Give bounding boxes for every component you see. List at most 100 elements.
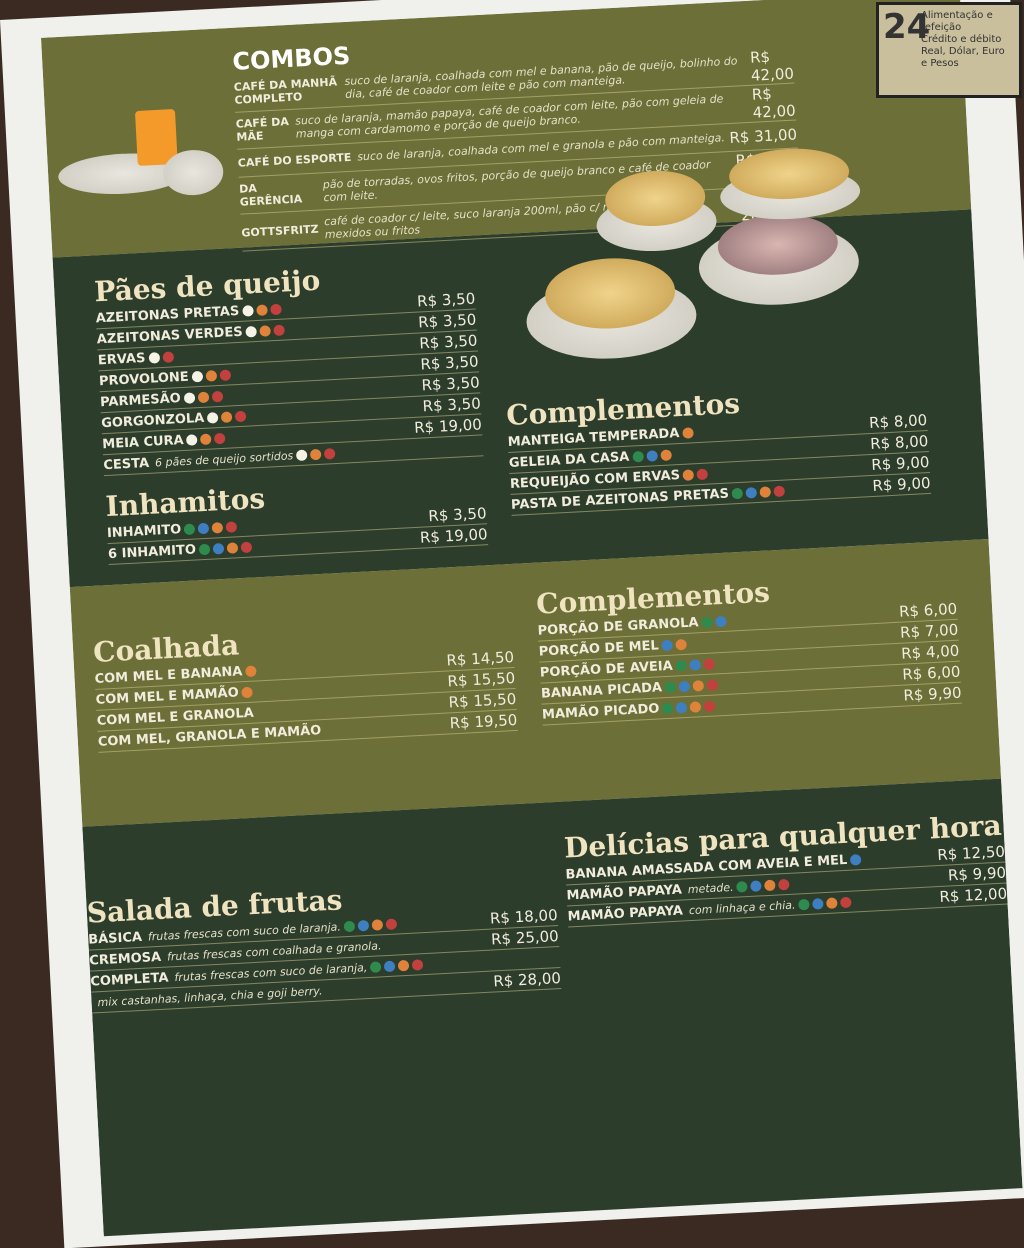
green-dietary-dot-icon: [664, 681, 677, 693]
blue-dietary-dot-icon: [384, 960, 396, 972]
item-price: R$ 3,50: [417, 310, 477, 332]
red-dietary-dot-icon: [411, 958, 424, 971]
item-price: R$ 3,50: [418, 331, 478, 353]
item-name: MAMÃO PICADO: [541, 700, 660, 723]
red-dietary-dot-icon: [214, 432, 226, 444]
red-dietary-dot-icon: [269, 303, 282, 315]
item-price: R$ 15,50: [447, 668, 516, 691]
blue-dietary-dot-icon: [750, 879, 762, 892]
item-description: metade.: [687, 880, 734, 896]
item-price: R$ 8,00: [868, 411, 928, 433]
blue-dietary-dot-icon: [357, 919, 370, 932]
item-name: COMPLETA: [90, 970, 169, 990]
white-dietary-dot-icon: [191, 370, 203, 382]
red-dietary-dot-icon: [703, 657, 715, 670]
item-price: R$ 15,50: [448, 689, 517, 712]
red-dietary-dot-icon: [696, 468, 709, 480]
red-dietary-dot-icon: [219, 368, 231, 381]
item-name: PROVOLONE: [98, 369, 190, 389]
red-dietary-dot-icon: [773, 485, 786, 497]
orange-dietary-dot-icon: [255, 303, 268, 316]
item-name: BANANA PICADA: [540, 679, 663, 702]
blue-dietary-dot-icon: [678, 680, 691, 692]
item-name: CESTA: [103, 455, 150, 473]
green-dietary-dot-icon: [798, 898, 810, 910]
item-price: R$ 8,00: [869, 432, 929, 454]
orange-dietary-dot-icon: [371, 918, 384, 931]
card-line: Real, Dólar, Euro e Pesos: [921, 46, 1005, 69]
orange-dietary-dot-icon: [675, 638, 687, 650]
item-price: R$ 19,00: [413, 415, 483, 437]
orange-dietary-dot-icon: [682, 468, 695, 481]
item-price: R$ 3,50: [427, 504, 487, 526]
item-price: R$ 6,00: [901, 662, 961, 684]
red-dietary-dot-icon: [273, 324, 285, 336]
coalhada-section: Coalhada COM MEL E BANANA R$ 14,50 COM MEL…: [92, 614, 518, 753]
item-name: DA GERÊNCIA: [238, 181, 303, 209]
green-dietary-dot-icon: [662, 702, 674, 714]
red-dietary-dot-icon: [778, 878, 790, 890]
blue-dietary-dot-icon: [689, 658, 701, 671]
item-price: R$ 9,90: [902, 683, 962, 705]
white-dietary-dot-icon: [186, 433, 198, 446]
item-price: R$ 3,50: [416, 289, 476, 311]
item-name: GELEIA DA CASA: [508, 449, 630, 471]
combos-section: COMBOS CAFÉ DA MANHÃ COMPLETO suco de lar…: [232, 19, 802, 252]
item-name: CAFÉ DO ESPORTE: [237, 150, 352, 170]
blue-dietary-dot-icon: [197, 522, 210, 534]
red-dietary-dot-icon: [162, 350, 174, 363]
item-price: R$ 42,00: [751, 84, 797, 122]
item-name: CREMOSA: [88, 949, 162, 969]
menu-page: COMBOS CAFÉ DA MANHÃ COMPLETO suco de lar…: [40, 0, 1023, 1237]
green-dietary-dot-icon: [631, 450, 644, 463]
green-dietary-dot-icon: [370, 960, 382, 973]
item-name: MEIA CURA: [101, 432, 185, 452]
orange-dietary-dot-icon: [259, 324, 271, 337]
blue-dietary-dot-icon: [645, 449, 658, 462]
complementos-section-2: Complementos PORÇÃO DE GRANOLA R$ 6,00 POR…: [535, 566, 963, 726]
blue-dietary-dot-icon: [849, 853, 862, 866]
red-dietary-dot-icon: [840, 896, 852, 908]
salada-section: Salada de frutas BÁSICA frutas frescas co…: [86, 872, 562, 1014]
orange-dietary-dot-icon: [220, 410, 233, 423]
item-price: R$ 25,00: [490, 927, 560, 949]
blue-dietary-dot-icon: [715, 615, 727, 627]
red-dietary-dot-icon: [703, 700, 716, 712]
item-price: R$ 12,00: [939, 884, 1008, 907]
card-line: Crédito e débito: [921, 34, 1002, 45]
orange-dietary-dot-icon: [226, 541, 239, 554]
red-dietary-dot-icon: [385, 917, 398, 930]
orange-dietary-dot-icon: [205, 369, 217, 382]
green-dietary-dot-icon: [736, 880, 748, 893]
white-dietary-dot-icon: [183, 391, 196, 404]
white-dietary-dot-icon: [295, 449, 308, 461]
orange-dietary-dot-icon: [309, 448, 322, 460]
item-name: PARMESÃO: [99, 390, 182, 410]
white-dietary-dot-icon: [206, 411, 219, 424]
item-price: R$ 6,00: [898, 599, 958, 621]
white-dietary-dot-icon: [245, 325, 257, 338]
white-dietary-dot-icon: [148, 351, 160, 364]
red-dietary-dot-icon: [323, 447, 336, 460]
item-price: R$ 4,00: [900, 641, 960, 663]
green-dietary-dot-icon: [198, 543, 211, 555]
orange-dietary-dot-icon: [682, 426, 694, 439]
blue-dietary-dot-icon: [212, 542, 225, 555]
blue-dietary-dot-icon: [745, 486, 758, 499]
item-price: R$ 12,50: [936, 842, 1006, 865]
red-dietary-dot-icon: [234, 410, 247, 422]
blue-dietary-dot-icon: [676, 701, 688, 714]
item-name: MAMÃO PAPAYA: [567, 902, 684, 925]
red-dietary-dot-icon: [211, 390, 223, 402]
item-price: R$ 28,00: [492, 968, 562, 991]
item-name: PORÇÃO DE MEL: [538, 637, 660, 660]
item-name: INHAMITO: [106, 521, 182, 541]
orange-dietary-dot-icon: [211, 521, 224, 534]
orange-dietary-dot-icon: [200, 433, 212, 445]
item-price: R$ 18,00: [489, 906, 559, 928]
item-name: CAFÉ DA MÃE: [235, 115, 290, 144]
item-price: R$ 19,00: [419, 525, 489, 547]
item-price: R$ 9,00: [871, 473, 931, 495]
orange-dietary-dot-icon: [692, 679, 705, 692]
